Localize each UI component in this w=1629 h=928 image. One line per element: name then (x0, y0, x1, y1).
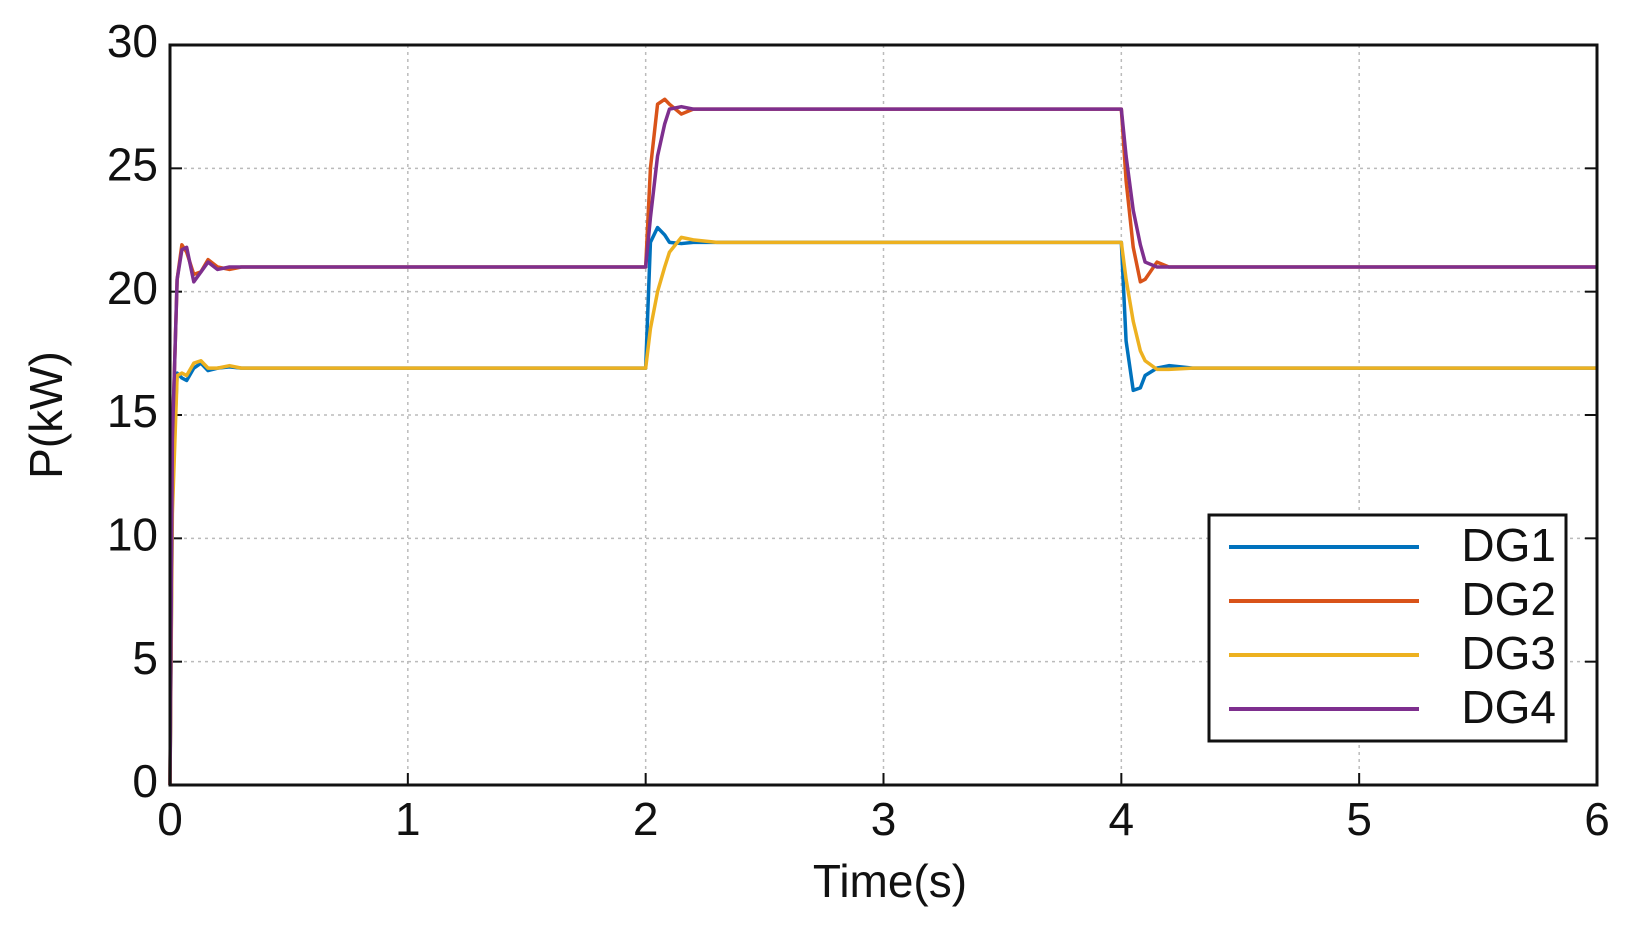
x-tick-label: 6 (1584, 793, 1610, 845)
legend-label: DG4 (1461, 681, 1556, 733)
x-tick-label: 2 (633, 793, 659, 845)
y-tick-label: 5 (132, 632, 158, 684)
x-axis-label: Time(s) (813, 855, 967, 907)
plot-frame (168, 43, 1599, 787)
series-line (168, 104, 1597, 786)
y-tick-label: 15 (107, 385, 158, 437)
y-tick-label: 20 (107, 262, 158, 314)
legend-label: DG2 (1461, 573, 1556, 625)
series-line (168, 235, 1597, 786)
legend-label: DG3 (1461, 627, 1556, 679)
y-tick-label: 30 (107, 15, 158, 67)
x-tick-label: 4 (1109, 793, 1135, 845)
y-tick-label: 0 (132, 755, 158, 807)
x-tick-label: 1 (395, 793, 421, 845)
y-tick-label: 25 (107, 138, 158, 190)
y-axis-label: P(kW) (20, 351, 72, 479)
x-tick-label: 3 (871, 793, 897, 845)
legend-label: DG1 (1461, 519, 1556, 571)
x-tick-label: 0 (157, 793, 183, 845)
legend-box (1207, 513, 1568, 743)
y-tick-label: 10 (107, 508, 158, 560)
x-tick-label: 5 (1346, 793, 1372, 845)
